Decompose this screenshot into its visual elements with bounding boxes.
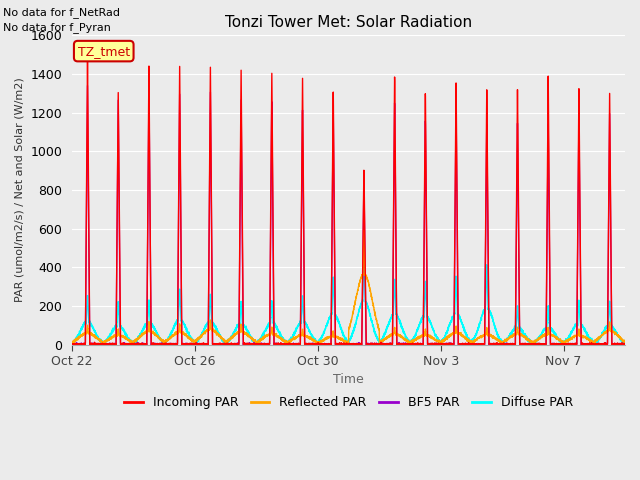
- Text: No data for f_Pyran: No data for f_Pyran: [3, 22, 111, 33]
- Title: Tonzi Tower Met: Solar Radiation: Tonzi Tower Met: Solar Radiation: [225, 15, 472, 30]
- X-axis label: Time: Time: [333, 373, 364, 386]
- Y-axis label: PAR (umol/m2/s) / Net and Solar (W/m2): PAR (umol/m2/s) / Net and Solar (W/m2): [15, 78, 25, 302]
- Legend: Incoming PAR, Reflected PAR, BF5 PAR, Diffuse PAR: Incoming PAR, Reflected PAR, BF5 PAR, Di…: [119, 391, 579, 414]
- Text: No data for f_NetRad: No data for f_NetRad: [3, 7, 120, 18]
- Text: TZ_tmet: TZ_tmet: [77, 45, 130, 58]
